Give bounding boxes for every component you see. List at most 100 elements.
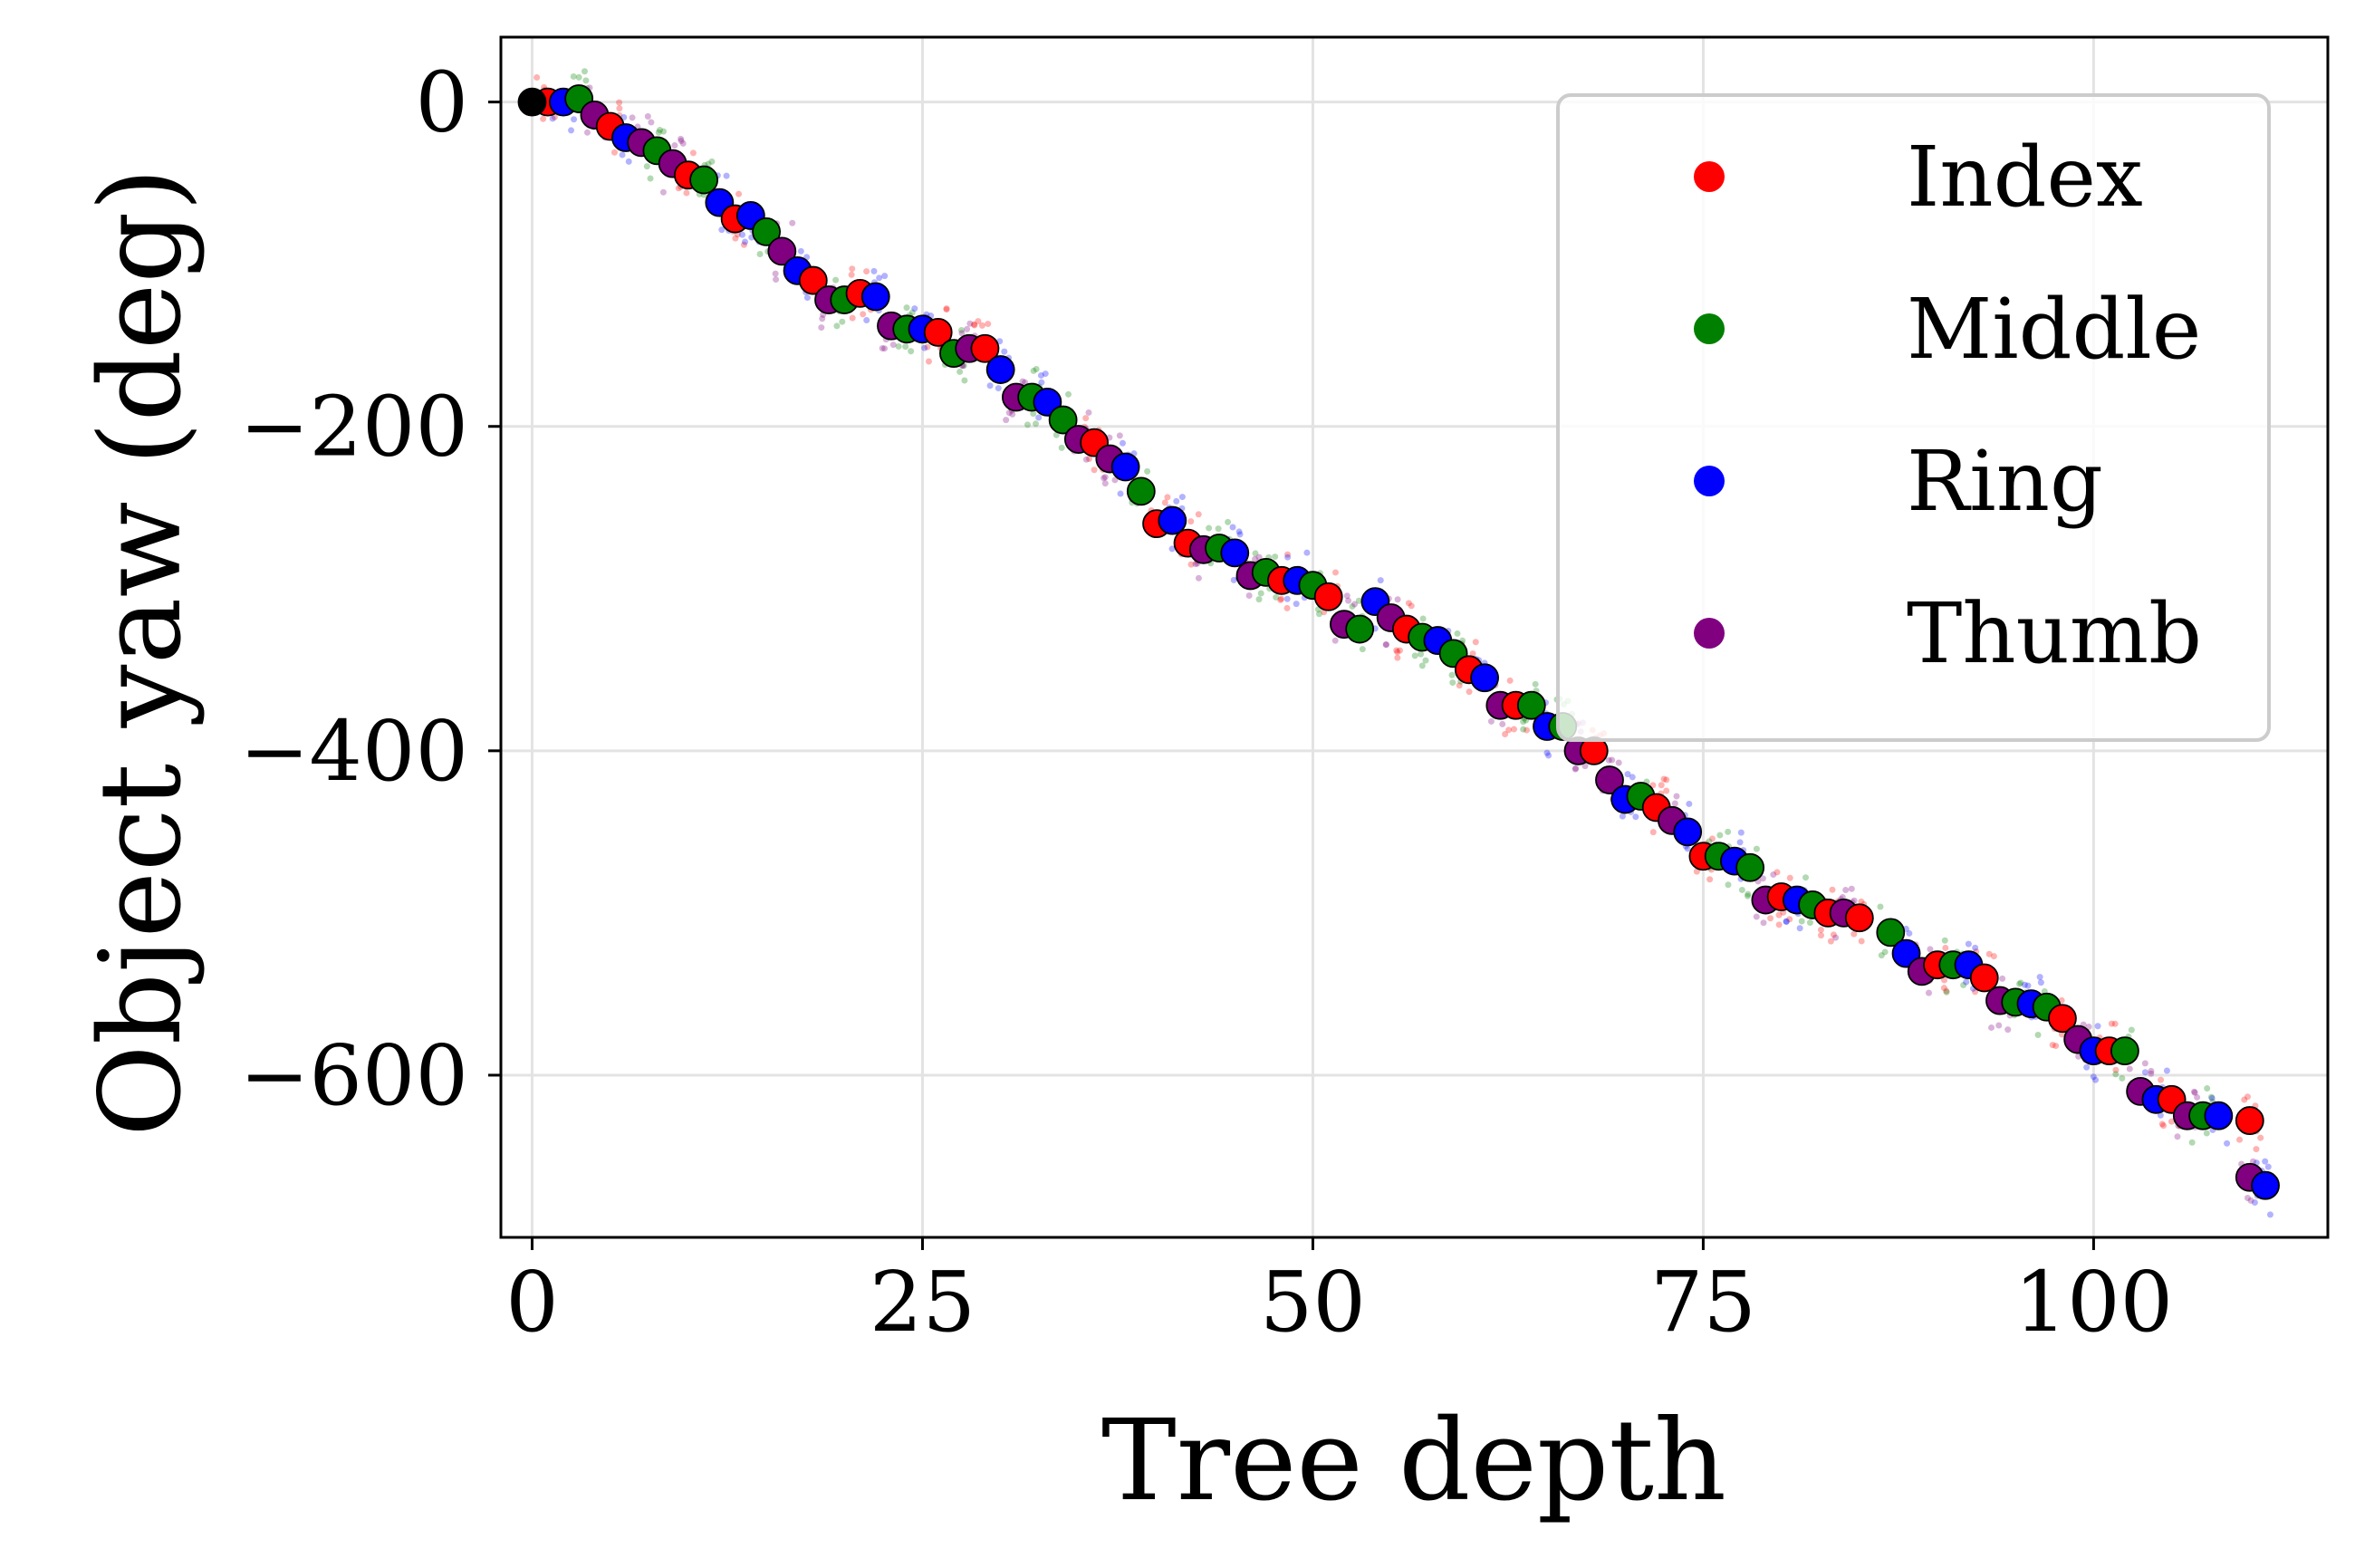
rollout-dot <box>1082 456 1090 463</box>
rollout-dot <box>1225 518 1232 525</box>
y-tick-label: −200 <box>239 379 468 476</box>
point-index <box>1969 963 1999 993</box>
rollout-dot <box>908 309 916 316</box>
rollout-dot <box>2204 1085 2211 1092</box>
rollout-dot <box>1272 553 1279 561</box>
rollout-dot <box>1030 410 1037 418</box>
rollout-dot <box>1684 845 1691 852</box>
rollout-dot <box>1283 604 1291 611</box>
rollout-dot <box>848 271 855 278</box>
rollout-dot <box>1708 835 1716 842</box>
rollout-dot <box>1111 476 1119 484</box>
rollout-dot <box>772 270 779 277</box>
legend-label-middle: Middle <box>1907 281 2201 378</box>
rollout-dot <box>549 115 556 122</box>
rollout-dot <box>1753 913 1760 920</box>
rollout-dot <box>2208 1094 2216 1101</box>
rollout-dot <box>1178 494 1186 501</box>
rollout-dot <box>876 274 883 282</box>
point-middle <box>2110 1036 2139 1065</box>
rollout-dot <box>735 190 743 197</box>
rollout-dot <box>616 99 623 106</box>
rollout-dot <box>1848 885 1855 892</box>
rollout-dot <box>1315 611 1322 618</box>
rollout-dot <box>881 345 889 352</box>
legend: Index Middle Ring Thumb <box>1556 93 2271 742</box>
rollout-dot <box>1942 944 1949 951</box>
rollout-dot <box>1499 720 1506 727</box>
rollout-dot <box>1745 890 1752 898</box>
rollout-dot <box>1033 365 1040 372</box>
legend-label-thumb: Thumb <box>1907 585 2202 682</box>
rollout-dot <box>2264 1163 2272 1170</box>
rollout-dot <box>1418 650 1425 658</box>
rollout-dot <box>708 158 716 165</box>
rollout-dot <box>1215 525 1222 533</box>
rollout-dot <box>849 265 856 273</box>
rollout-dot <box>1119 439 1126 447</box>
rollout-dot <box>863 268 870 275</box>
rollout-dot <box>1806 919 1813 927</box>
rollout-dot <box>1255 553 1263 561</box>
rollout-dot <box>1940 985 1947 992</box>
rollout-dot <box>970 321 977 328</box>
x-tick-label: 0 <box>505 1254 559 1351</box>
rollout-dot <box>1605 756 1612 764</box>
rollout-dot <box>2126 1065 2133 1073</box>
rollout-dot <box>2141 1069 2148 1076</box>
rollout-dot <box>1827 938 1834 945</box>
rollout-dot <box>1065 390 1072 398</box>
rollout-dot <box>1725 881 1732 889</box>
rollout-dot <box>819 315 826 322</box>
y-axis-label: Object yaw (deg) <box>76 168 207 1137</box>
rollout-dot <box>1003 417 1010 424</box>
rollout-dot <box>1101 480 1109 487</box>
rollout-dot <box>619 151 626 159</box>
rollout-dot <box>2112 1071 2120 1078</box>
rollout-dot <box>1995 1022 2003 1029</box>
legend-label-index: Index <box>1907 129 2143 226</box>
rollout-dot <box>1229 524 1236 531</box>
rollout-dot <box>1988 1024 1995 1031</box>
rollout-dot <box>1663 787 1670 794</box>
rollout-dot <box>1829 886 1836 893</box>
rollout-dot <box>1245 592 1253 600</box>
rollout-dot <box>1744 892 1751 899</box>
rollout-dot <box>1858 898 1865 905</box>
rollout-dot <box>1673 793 1680 800</box>
rollout-dot <box>1230 576 1237 583</box>
rollout-dot <box>571 116 578 123</box>
rollout-dot <box>2251 1198 2258 1206</box>
rollout-dot <box>921 344 928 351</box>
rollout-dot <box>881 273 889 280</box>
rollout-dot <box>1906 929 1913 937</box>
point-index <box>923 317 953 347</box>
point-middle <box>752 216 781 246</box>
rollout-dot <box>1581 763 1589 770</box>
rollout-dot <box>1303 549 1311 556</box>
rollout-dot <box>1543 749 1551 756</box>
rollout-dot <box>625 158 632 165</box>
rollout-dot <box>2191 1089 2198 1096</box>
rollout-dot <box>2112 1066 2120 1073</box>
rollout-dot <box>756 250 764 257</box>
rollout-dot <box>678 135 685 142</box>
rollout-dot <box>723 172 730 179</box>
rollout-dot <box>2119 1074 2126 1082</box>
rollout-dot <box>1085 409 1092 416</box>
rollout-dot <box>1941 937 1948 944</box>
rollout-dot <box>1520 718 1527 726</box>
rollout-dot <box>2037 979 2044 986</box>
rollout-dot <box>2111 1020 2119 1027</box>
rollout-dot <box>1624 771 1631 778</box>
y-tick-label: 0 <box>415 54 468 151</box>
rollout-dot <box>1101 475 1108 482</box>
rollout-dot <box>956 368 964 375</box>
rollout-dot <box>1349 602 1356 610</box>
rollout-dot <box>2158 1121 2166 1128</box>
rollout-dot <box>1545 752 1552 759</box>
legend-label-ring: Ring <box>1907 433 2103 530</box>
rollout-dot <box>540 115 547 122</box>
point-index <box>2048 1004 2077 1034</box>
rollout-dot <box>1345 597 1352 604</box>
